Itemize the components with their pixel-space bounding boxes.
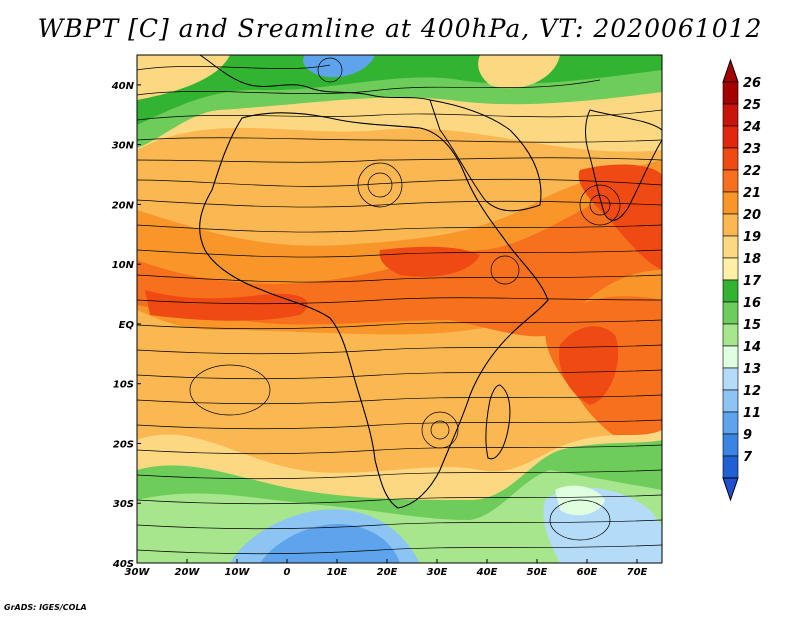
colorbar-swatch [722,81,739,105]
lon-tick-label: 20E [377,567,398,578]
lat-tick-label: EQ [119,320,135,331]
colorbar-swatch [722,323,739,347]
lon-tick-label: 30E [427,567,448,578]
wbpt-field-tropics-23b [379,246,480,277]
colorbar-label: 26 [743,76,761,91]
colorbar-label: 14 [743,340,761,355]
colorbar-bottom-arrow [722,477,739,502]
lon-tick-label: 40E [476,567,498,578]
colorbar-label: 13 [743,362,761,377]
lat-tick-label: 30S [113,499,134,510]
india-coastline [585,109,662,221]
colorbar-label: 18 [743,252,761,267]
madagascar-coastline [485,384,511,460]
colorbar-label: 7 [743,450,753,465]
colorbar-swatch [722,279,739,303]
colorbar-swatch [722,345,739,369]
lon-tick-label: 0 [284,567,291,578]
africa-coastline [199,112,549,509]
lat-tick-label: 20S [113,439,134,450]
lon-tick-label: 60E [577,567,598,578]
colorbar-label: 20 [743,208,761,223]
chart-title: WBPT [C] and Sreamline at 400hPa, VT: 20… [37,14,763,43]
wbpt-field-se-14 [555,485,605,516]
lon-tick-label: 10E [327,567,348,578]
colorbar-swatch [722,235,739,259]
lon-tick-label: 20W [175,567,201,578]
colorbar-swatch [722,257,739,281]
colorbar-label: 16 [743,296,761,311]
colorbar-label: 21 [743,186,761,201]
colorbar-label: 23 [743,142,761,157]
map-frame [136,54,663,564]
colorbar-swatch [722,213,739,237]
colorbar-swatch [722,169,739,193]
colorbar-top-arrow [722,58,739,83]
lon-tick-label: 50E [527,567,548,578]
lon-tick-label: 10W [225,567,251,578]
longitude-ticks: 30W 20W 10W 0 10E 20E 30E 40E 50E 60E 70E [125,559,648,578]
lon-tick-label: 70E [627,567,648,578]
wbpt-field-tropics-23a [145,290,308,321]
lat-tick-label: 10N [112,260,135,271]
wbpt-field-north-19b [478,55,560,89]
colorbar-label: 25 [743,98,761,113]
colorbar-label: 11 [743,406,761,421]
colorbar-swatch [722,191,739,215]
europe-coastline [199,55,431,101]
colorbar-swatch [722,367,739,391]
arabia-coastline [429,99,542,212]
streamlines [137,57,662,555]
lat-tick-label: 10S [113,380,134,391]
colorbar-label: 9 [743,428,752,443]
lat-tick-label: 40N [111,81,135,92]
colorbar-swatch [722,103,739,127]
colorbar: 26 25 24 23 22 21 20 19 18 17 16 15 14 13 12 11 9 7 [722,58,762,502]
grads-credit: GrADS: IGES/COLA [4,603,87,612]
colorbar-label: 17 [743,274,762,289]
colorbar-swatch [722,389,739,413]
colorbar-label: 19 [743,230,761,245]
colorbar-swatch [722,455,739,479]
colorbar-swatch [722,433,739,457]
colorbar-label: 24 [743,120,761,135]
lat-tick-label: 40S [112,559,134,570]
wbpt-field-indian-23 [559,326,619,405]
lat-tick-label: 20N [112,200,135,211]
colorbar-swatch [722,147,739,171]
colorbar-label: 12 [743,384,761,399]
lat-tick-label: 30N [112,141,135,152]
colorbar-label: 15 [743,318,761,333]
latitude-ticks: 40N 30N 20N 10N EQ 10S 20S 30S 40S [111,81,141,570]
colorbar-label: 22 [743,164,761,179]
map-field [137,55,662,563]
wbpt-field-north-cold [303,55,375,78]
colorbar-swatch [722,301,739,325]
lon-tick-label: 30W [125,567,151,578]
colorbar-swatch [722,125,739,149]
colorbar-swatch [722,411,739,435]
